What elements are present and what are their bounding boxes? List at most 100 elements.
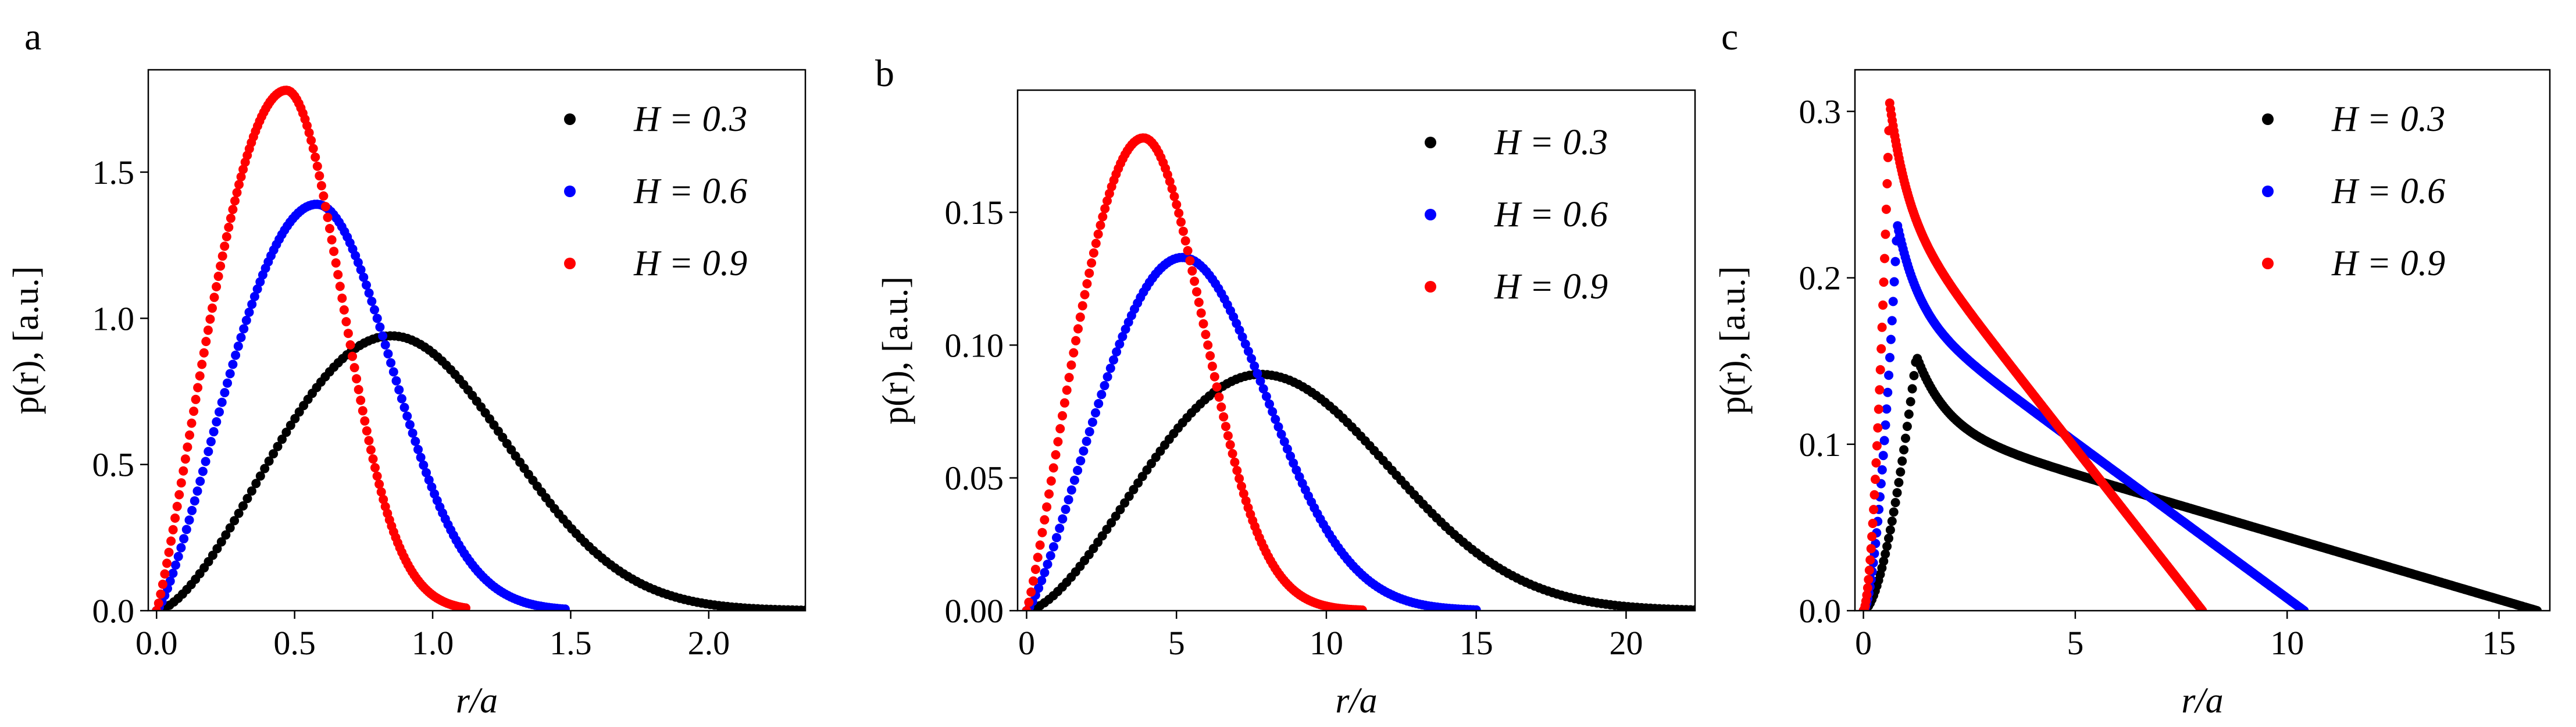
data-point — [1906, 397, 1915, 407]
data-point — [1059, 398, 1069, 408]
data-point — [1885, 352, 1894, 362]
data-point — [212, 544, 222, 554]
data-point — [1868, 519, 1878, 528]
data-point — [1048, 542, 1058, 552]
legend-entry: H = 0.3 — [633, 99, 747, 139]
y-tick-label: 0.05 — [945, 459, 1004, 497]
data-point — [374, 479, 384, 489]
data-point — [1109, 355, 1118, 365]
data-point — [222, 232, 231, 241]
data-point — [281, 427, 291, 437]
data-point — [368, 454, 378, 464]
data-point — [353, 258, 363, 268]
data-point — [171, 560, 180, 570]
data-point — [367, 297, 377, 307]
data-point — [195, 371, 205, 381]
data-point — [205, 314, 215, 324]
data-point — [1877, 322, 1887, 332]
data-point — [1258, 384, 1268, 394]
x-tick-label: 2.0 — [688, 624, 730, 662]
data-point — [1097, 390, 1107, 400]
x-axis-label: r/a — [1335, 681, 1377, 721]
data-point — [1089, 248, 1098, 258]
data-point — [1471, 605, 1481, 611]
data-point — [181, 525, 191, 534]
data-point — [160, 569, 170, 579]
data-point — [1084, 427, 1094, 437]
data-point — [1261, 391, 1271, 401]
data-point — [1044, 489, 1054, 499]
data-point — [345, 340, 355, 350]
data-point — [1237, 482, 1246, 491]
data-point — [343, 329, 353, 338]
data-point — [212, 417, 222, 427]
panel-label: c — [1721, 16, 1738, 58]
data-point — [1279, 437, 1289, 447]
data-point — [1885, 525, 1895, 535]
data-point — [1102, 525, 1112, 534]
x-tick-label: 10 — [1310, 624, 1343, 662]
data-point — [230, 516, 240, 526]
data-point — [1876, 344, 1886, 354]
series-b-2 — [1022, 133, 1367, 611]
series-c-2 — [1858, 98, 2207, 611]
data-point — [380, 340, 390, 350]
data-point — [179, 534, 189, 544]
data-point — [1201, 330, 1211, 340]
data-point — [224, 222, 234, 232]
data-point — [354, 384, 363, 394]
y-tick-label: 0.15 — [945, 194, 1004, 231]
y-tick-label: 0.10 — [945, 326, 1004, 364]
x-tick-label: 15 — [1460, 624, 1493, 662]
data-point — [232, 188, 242, 198]
x-tick-label: 1.5 — [550, 624, 592, 662]
data-point — [308, 144, 318, 154]
data-point — [1043, 559, 1052, 569]
data-point — [1873, 423, 1883, 433]
data-point — [1203, 340, 1213, 350]
data-point — [1190, 276, 1200, 286]
data-point — [352, 374, 362, 384]
data-point — [364, 288, 374, 298]
data-point — [405, 420, 415, 430]
data-point — [1120, 498, 1130, 508]
data-point — [1115, 339, 1125, 349]
data-point — [1216, 402, 1226, 412]
data-point — [1082, 436, 1091, 446]
data-point — [1058, 514, 1068, 524]
legend-marker — [2262, 113, 2274, 125]
data-point — [1881, 549, 1890, 559]
data-point — [1909, 370, 1919, 380]
data-point — [204, 447, 213, 457]
data-point — [1124, 491, 1134, 501]
data-point — [1069, 475, 1079, 485]
y-axis-label: p(r), [a.u.] — [1713, 266, 1753, 415]
data-point — [1073, 465, 1083, 475]
data-point — [1882, 541, 1892, 551]
data-point — [1073, 324, 1083, 334]
data-point — [388, 367, 398, 377]
data-point — [170, 513, 180, 523]
data-point — [372, 471, 382, 481]
data-point — [1084, 268, 1094, 278]
data-point — [209, 293, 219, 302]
data-point — [168, 568, 178, 578]
data-point — [247, 486, 256, 496]
data-point — [203, 325, 213, 335]
data-point — [180, 454, 190, 464]
data-point — [349, 363, 359, 373]
data-point — [408, 428, 418, 438]
data-point — [1055, 523, 1065, 533]
data-point — [1037, 528, 1047, 537]
data-point — [372, 313, 382, 323]
data-point — [1237, 332, 1247, 342]
plot-frame — [1016, 89, 1696, 612]
data-point — [165, 576, 175, 586]
data-point — [1100, 204, 1110, 213]
data-point — [1225, 440, 1235, 450]
y-axis-label: p(r), [a.u.] — [876, 276, 915, 425]
data-point — [1265, 399, 1274, 409]
data-point — [162, 558, 172, 568]
data-point — [225, 523, 235, 533]
